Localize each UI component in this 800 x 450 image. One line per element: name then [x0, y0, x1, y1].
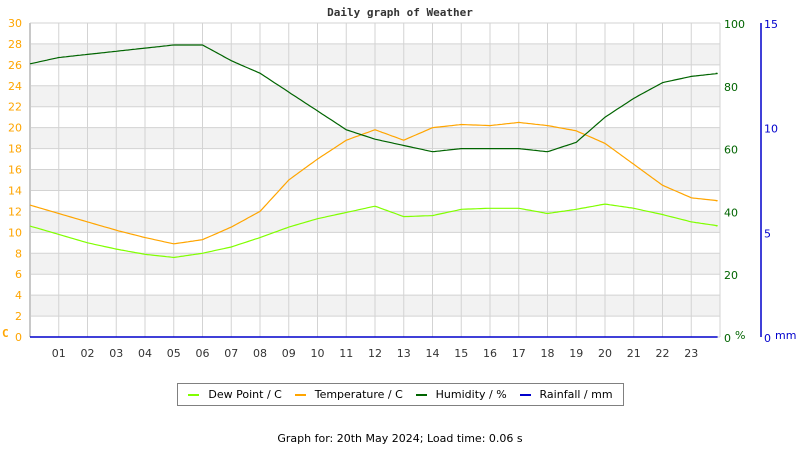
svg-text:6: 6: [15, 268, 22, 281]
svg-text:15: 15: [764, 18, 778, 31]
svg-text:21: 21: [627, 347, 641, 360]
graph-footer: Graph for: 20th May 2024; Load time: 0.0…: [277, 432, 523, 445]
svg-text:20: 20: [8, 122, 22, 135]
svg-text:15: 15: [454, 347, 468, 360]
svg-text:2: 2: [15, 310, 22, 323]
svg-text:18: 18: [541, 347, 555, 360]
svg-text:18: 18: [8, 143, 22, 156]
svg-text:07: 07: [224, 347, 238, 360]
svg-text:40: 40: [724, 206, 738, 219]
svg-text:05: 05: [167, 347, 181, 360]
svg-text:10: 10: [311, 347, 325, 360]
svg-text:4: 4: [15, 289, 22, 302]
rainfall-swatch-icon: [519, 393, 531, 396]
svg-text:mm: mm: [775, 329, 796, 342]
legend-label: Rainfall / mm: [539, 388, 613, 401]
legend-label: Dew Point / C: [208, 388, 282, 401]
svg-text:28: 28: [8, 38, 22, 51]
svg-text:09: 09: [282, 347, 296, 360]
svg-text:0: 0: [15, 331, 22, 344]
svg-text:0: 0: [724, 332, 731, 345]
svg-text:02: 02: [81, 347, 95, 360]
svg-text:100: 100: [724, 18, 745, 31]
legend-item-dew-point: Dew Point / C: [188, 388, 282, 401]
svg-text:C: C: [2, 327, 9, 340]
svg-text:20: 20: [598, 347, 612, 360]
legend-item-rainfall: Rainfall / mm: [519, 388, 613, 401]
svg-text:23: 23: [684, 347, 698, 360]
chart-legend: Dew Point / C Temperature / C Humidity /…: [177, 383, 624, 406]
svg-text:12: 12: [8, 205, 22, 218]
dew-point-swatch-icon: [188, 393, 200, 396]
svg-text:60: 60: [724, 144, 738, 157]
temperature-swatch-icon: [294, 393, 306, 396]
svg-text:%: %: [735, 329, 745, 342]
svg-text:12: 12: [368, 347, 382, 360]
svg-text:20: 20: [724, 269, 738, 282]
svg-text:30: 30: [8, 17, 22, 30]
legend-label: Temperature / C: [314, 388, 403, 401]
svg-text:14: 14: [426, 347, 440, 360]
chart-title: Daily graph of Weather: [327, 6, 473, 19]
svg-text:08: 08: [253, 347, 267, 360]
svg-text:5: 5: [764, 227, 771, 240]
svg-text:11: 11: [339, 347, 353, 360]
humidity-swatch-icon: [415, 393, 427, 396]
svg-text:0: 0: [764, 332, 771, 345]
svg-text:14: 14: [8, 184, 22, 197]
legend-label: Humidity / %: [435, 388, 507, 401]
svg-text:22: 22: [8, 101, 22, 114]
svg-text:8: 8: [15, 247, 22, 260]
svg-text:80: 80: [724, 81, 738, 94]
svg-text:16: 16: [483, 347, 497, 360]
legend-item-humidity: Humidity / %: [415, 388, 507, 401]
svg-text:10: 10: [8, 226, 22, 239]
svg-text:24: 24: [8, 80, 22, 93]
legend-item-temperature: Temperature / C: [294, 388, 403, 401]
svg-text:26: 26: [8, 59, 22, 72]
svg-text:19: 19: [569, 347, 583, 360]
svg-text:03: 03: [109, 347, 123, 360]
svg-text:13: 13: [397, 347, 411, 360]
svg-text:04: 04: [138, 347, 152, 360]
svg-text:16: 16: [8, 164, 22, 177]
svg-text:22: 22: [656, 347, 670, 360]
svg-text:10: 10: [764, 123, 778, 136]
svg-text:06: 06: [196, 347, 210, 360]
svg-text:01: 01: [52, 347, 66, 360]
svg-text:17: 17: [512, 347, 526, 360]
